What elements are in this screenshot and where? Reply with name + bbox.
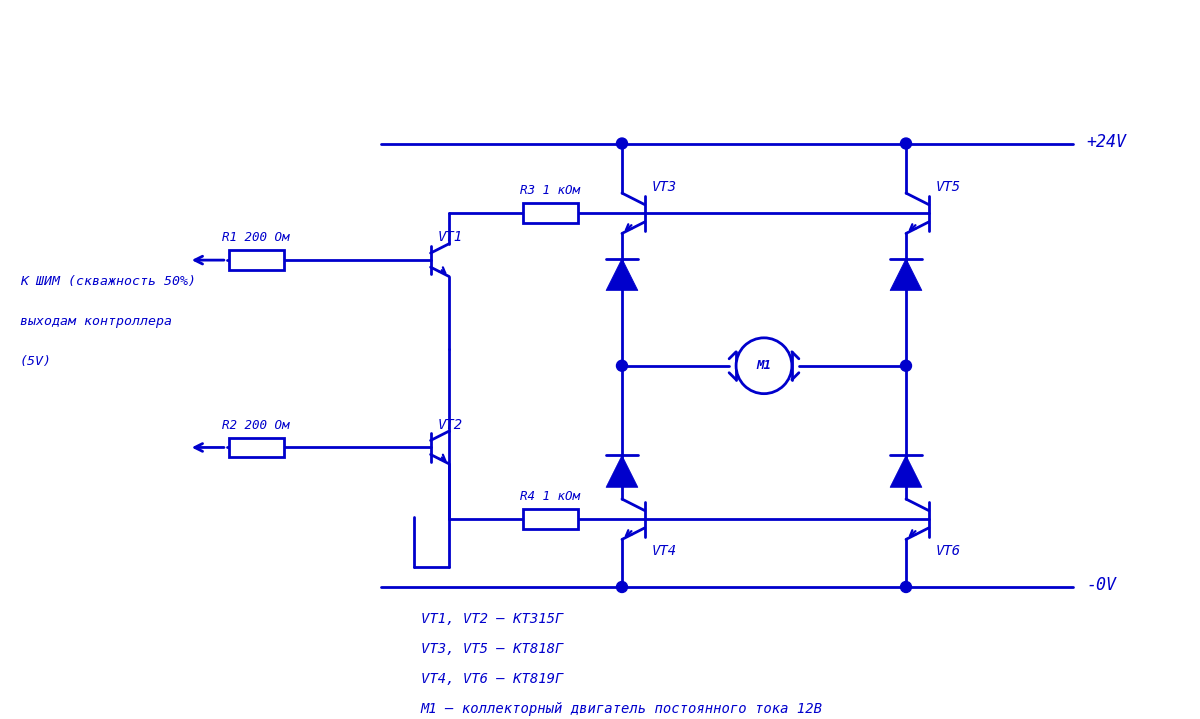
Circle shape [617,360,628,371]
Bar [229,437,283,457]
Circle shape [900,360,912,371]
Text: выходам контроллера: выходам контроллера [20,315,172,328]
Text: VT3: VT3 [652,180,677,194]
Text: VT3, VT5 – КТ818Г: VT3, VT5 – КТ818Г [421,642,563,656]
Text: VT5: VT5 [936,180,961,194]
Bar [523,203,577,223]
Text: VT6: VT6 [936,544,961,557]
Text: M1 – коллекторный двигатель постоянного тока 12В: M1 – коллекторный двигатель постоянного … [421,702,823,715]
Text: +24V: +24V [1086,132,1127,150]
Circle shape [900,582,912,592]
Circle shape [900,138,912,149]
Text: VT4: VT4 [652,544,677,557]
Polygon shape [606,455,638,487]
Text: VT1, VT2 – КТ315Г: VT1, VT2 – КТ315Г [421,612,563,626]
Circle shape [617,138,628,149]
Text: R2 200 Ом: R2 200 Ом [222,418,290,431]
Text: (5V): (5V) [20,354,52,368]
Text: R1 200 Ом: R1 200 Ом [222,232,290,244]
Text: VT2: VT2 [438,418,463,431]
Bar [229,250,283,270]
Text: VT4, VT6 – КТ819Г: VT4, VT6 – КТ819Г [421,672,563,686]
Bar [523,509,577,529]
Polygon shape [890,455,922,487]
Circle shape [617,582,628,592]
Text: К ШИМ (скважность 50%): К ШИМ (скважность 50%) [20,275,196,288]
Polygon shape [890,259,922,290]
Text: R3 1 кОм: R3 1 кОм [520,184,580,197]
Text: VT1: VT1 [438,230,463,244]
Text: M1: M1 [756,360,772,372]
Text: -0V: -0V [1086,576,1116,594]
Polygon shape [606,259,638,290]
Circle shape [736,338,792,394]
Text: R4 1 кОм: R4 1 кОм [520,490,580,503]
